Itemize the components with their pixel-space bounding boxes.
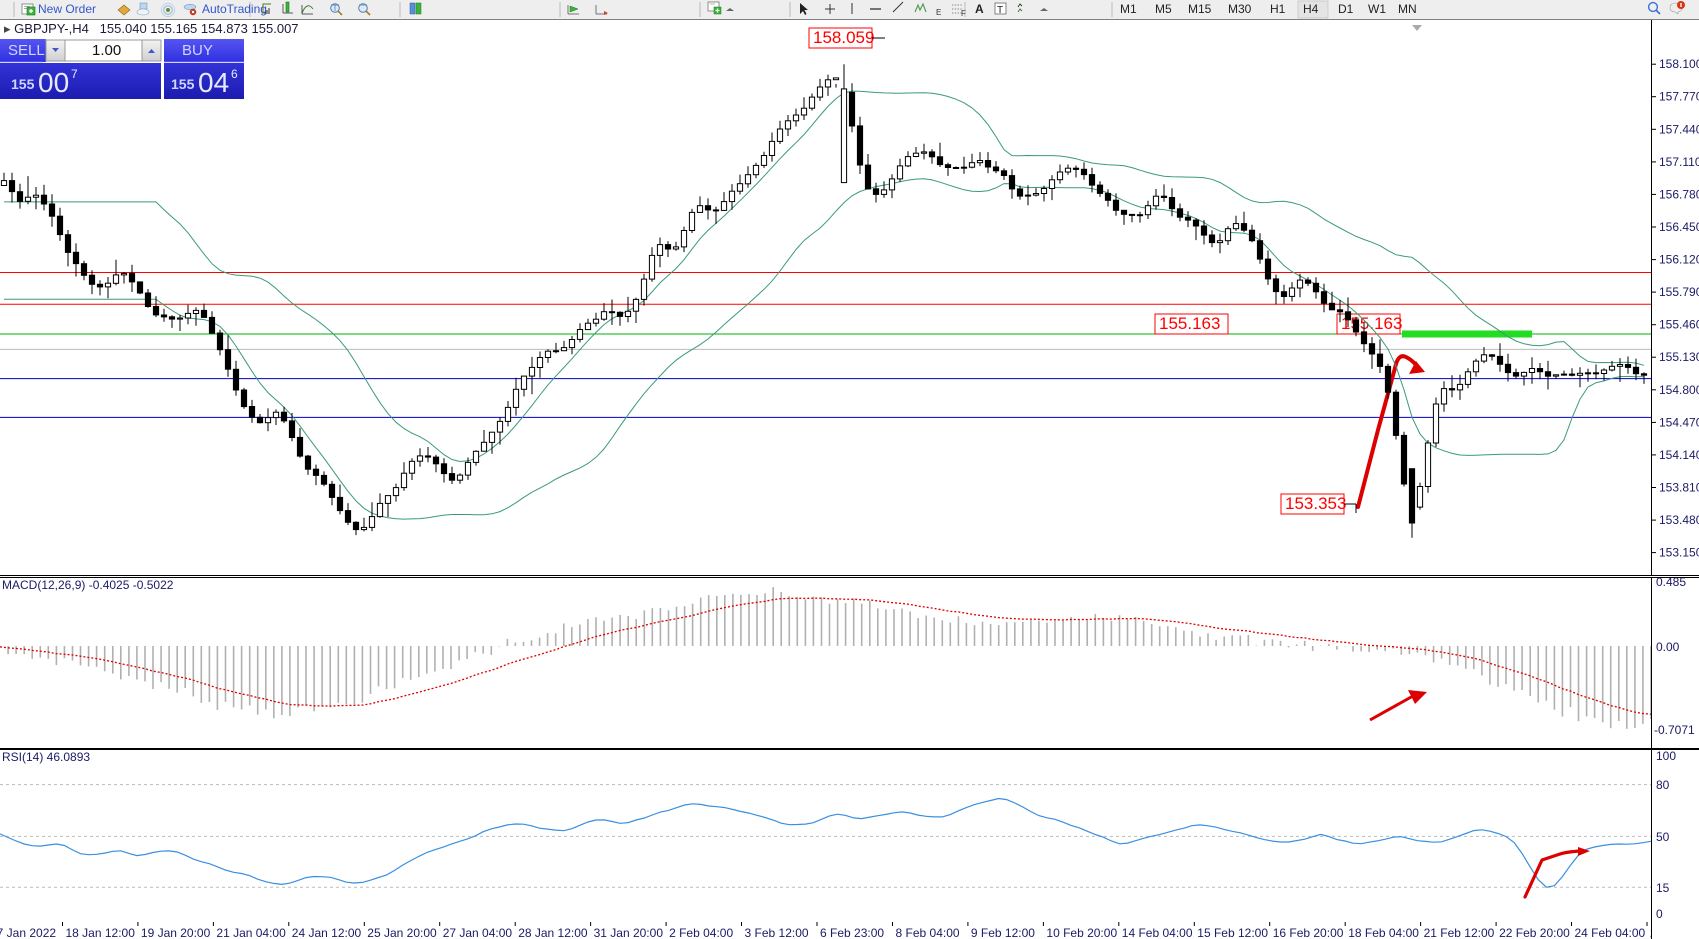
svg-text:17 Jan 2022: 17 Jan 2022 [0, 926, 56, 939]
svg-text:153.480: 153.480 [1659, 513, 1699, 527]
svg-text:157.440: 157.440 [1659, 122, 1699, 136]
svg-text:25 Jan 20:00: 25 Jan 20:00 [367, 926, 437, 939]
svg-text:154.470: 154.470 [1659, 415, 1699, 429]
svg-text:156.780: 156.780 [1659, 187, 1699, 201]
svg-text:D1: D1 [1338, 2, 1354, 16]
svg-text:10 Feb 20:00: 10 Feb 20:00 [1046, 926, 1117, 939]
svg-text:H4: H4 [1303, 2, 1319, 16]
svg-text:M1: M1 [1120, 2, 1137, 16]
svg-text:22 Feb 20:00: 22 Feb 20:00 [1499, 926, 1570, 939]
svg-text:155.163: 155.163 [1159, 314, 1220, 333]
svg-text:7: 7 [71, 67, 78, 81]
svg-text:2 Feb 04:00: 2 Feb 04:00 [669, 926, 733, 939]
svg-text:RSI(14) 46.0893: RSI(14) 46.0893 [2, 750, 90, 764]
svg-text:155.130: 155.130 [1659, 350, 1699, 364]
svg-text:27 Jan 04:00: 27 Jan 04:00 [443, 926, 513, 939]
svg-text:0: 0 [1656, 907, 1663, 921]
svg-text:153.810: 153.810 [1659, 481, 1699, 495]
svg-text:E: E [936, 8, 941, 17]
svg-text:18 Jan 12:00: 18 Jan 12:00 [66, 926, 136, 939]
svg-text:BUY: BUY [182, 42, 213, 59]
svg-text:155: 155 [171, 76, 195, 92]
svg-text:14 Feb 04:00: 14 Feb 04:00 [1122, 926, 1193, 939]
svg-text:M5: M5 [1155, 2, 1172, 16]
svg-text:15: 15 [1656, 881, 1670, 895]
svg-text:157.110: 157.110 [1659, 155, 1699, 169]
svg-text:153.150: 153.150 [1659, 546, 1699, 560]
svg-text:6: 6 [231, 67, 238, 81]
svg-text:154.140: 154.140 [1659, 448, 1699, 462]
svg-text:3 Feb 12:00: 3 Feb 12:00 [745, 926, 809, 939]
svg-text:M30: M30 [1228, 2, 1252, 16]
svg-text:M15: M15 [1188, 2, 1212, 16]
svg-text:50: 50 [1656, 830, 1670, 844]
svg-text:9 Feb 12:00: 9 Feb 12:00 [971, 926, 1035, 939]
svg-text:W1: W1 [1368, 2, 1386, 16]
svg-text:MACD(12,26,9) -0.4025 -0.5022: MACD(12,26,9) -0.4025 -0.5022 [2, 578, 174, 592]
svg-text:100: 100 [1656, 750, 1676, 763]
svg-text:15 Feb 12:00: 15 Feb 12:00 [1197, 926, 1268, 939]
svg-text:SELL: SELL [8, 42, 45, 59]
svg-text:21 Jan 04:00: 21 Jan 04:00 [216, 926, 286, 939]
svg-text:19 Jan 20:00: 19 Jan 20:00 [141, 926, 211, 939]
svg-text:H1: H1 [1270, 2, 1286, 16]
svg-text:18 Feb 04:00: 18 Feb 04:00 [1348, 926, 1419, 939]
svg-text:1.00: 1.00 [92, 42, 121, 59]
svg-text:21 Feb 12:00: 21 Feb 12:00 [1424, 926, 1495, 939]
svg-text:T: T [997, 5, 1003, 16]
svg-text:155.790: 155.790 [1659, 285, 1699, 299]
svg-text:157.770: 157.770 [1659, 90, 1699, 104]
svg-text:6 Feb 23:00: 6 Feb 23:00 [820, 926, 884, 939]
svg-text:New Order: New Order [38, 2, 96, 16]
svg-text:F: F [961, 9, 966, 18]
svg-text:8 Feb 04:00: 8 Feb 04:00 [896, 926, 960, 939]
svg-text:153.353: 153.353 [1285, 494, 1346, 513]
svg-text:24 Feb 04:00: 24 Feb 04:00 [1575, 926, 1646, 939]
svg-text:00: 00 [38, 67, 69, 98]
svg-text:31 Jan 20:00: 31 Jan 20:00 [594, 926, 664, 939]
svg-text:156.450: 156.450 [1659, 220, 1699, 234]
svg-text:A: A [975, 2, 984, 16]
svg-text:155.460: 155.460 [1659, 318, 1699, 332]
svg-text:156.120: 156.120 [1659, 253, 1699, 267]
svg-text:155: 155 [11, 76, 35, 92]
svg-text:28 Jan 12:00: 28 Jan 12:00 [518, 926, 588, 939]
svg-text:154.800: 154.800 [1659, 383, 1699, 397]
svg-text:24 Jan 12:00: 24 Jan 12:00 [292, 926, 362, 939]
svg-text:04: 04 [198, 67, 229, 98]
svg-text:MN: MN [1398, 2, 1417, 16]
svg-text:16 Feb 20:00: 16 Feb 20:00 [1273, 926, 1344, 939]
svg-text:80: 80 [1656, 778, 1670, 792]
svg-text:0.485: 0.485 [1656, 578, 1686, 589]
svg-text:-0.7071: -0.7071 [1654, 723, 1695, 737]
svg-text:AutoTrading: AutoTrading [202, 2, 267, 16]
svg-text:0.00: 0.00 [1656, 640, 1680, 654]
svg-text:158.100: 158.100 [1659, 57, 1699, 71]
